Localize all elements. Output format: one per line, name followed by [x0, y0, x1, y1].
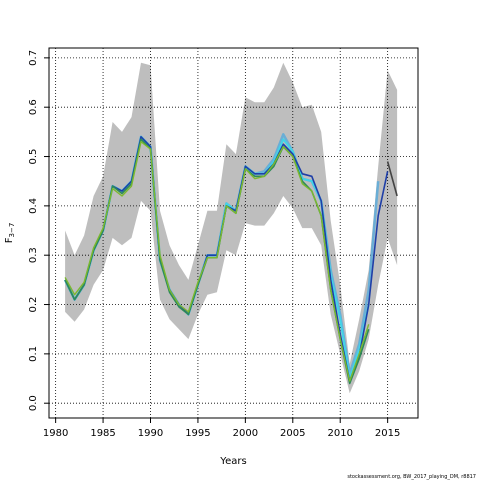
y-axis: 0.0 0.1 0.2 0.3 0.4 0.5 0.6 0.7	[28, 50, 49, 411]
x-tick-label: 1985	[90, 428, 115, 439]
credit-text: stockassessment.org, BW_2017_playing_DM,…	[347, 474, 476, 480]
confidence-band	[65, 62, 398, 394]
x-axis-title: Years	[219, 456, 246, 467]
x-tick-label: 2015	[375, 428, 400, 439]
y-axis-title: F3−7	[4, 223, 16, 244]
y-axis-title-subscript: 3−7	[8, 223, 16, 238]
x-tick-label: 1990	[138, 428, 163, 439]
x-tick-label: 2010	[327, 428, 352, 439]
x-tick-label: 2005	[280, 428, 305, 439]
y-tick-label: 0.2	[28, 297, 39, 313]
y-tick-label: 0.0	[28, 395, 39, 411]
x-axis: 1980 1985 1990 1995 2000 2005 2010 2015	[43, 418, 400, 439]
y-tick-label: 0.7	[28, 50, 39, 66]
y-tick-label: 0.3	[28, 247, 39, 263]
y-axis-title-main: F	[4, 237, 15, 243]
y-tick-label: 0.6	[28, 99, 39, 115]
series-line-5	[64, 141, 370, 382]
x-tick-label: 1995	[185, 428, 210, 439]
y-tick-label: 0.5	[28, 149, 39, 165]
y-tick-label: 0.4	[28, 198, 39, 214]
x-tick-label: 2000	[233, 428, 258, 439]
confidence-band-layer	[65, 62, 398, 394]
x-tick-label: 1980	[43, 428, 68, 439]
series-line-6	[386, 161, 398, 197]
y-tick-label: 0.1	[28, 346, 39, 362]
plot-frame	[48, 47, 419, 419]
series-layer	[63, 133, 398, 385]
